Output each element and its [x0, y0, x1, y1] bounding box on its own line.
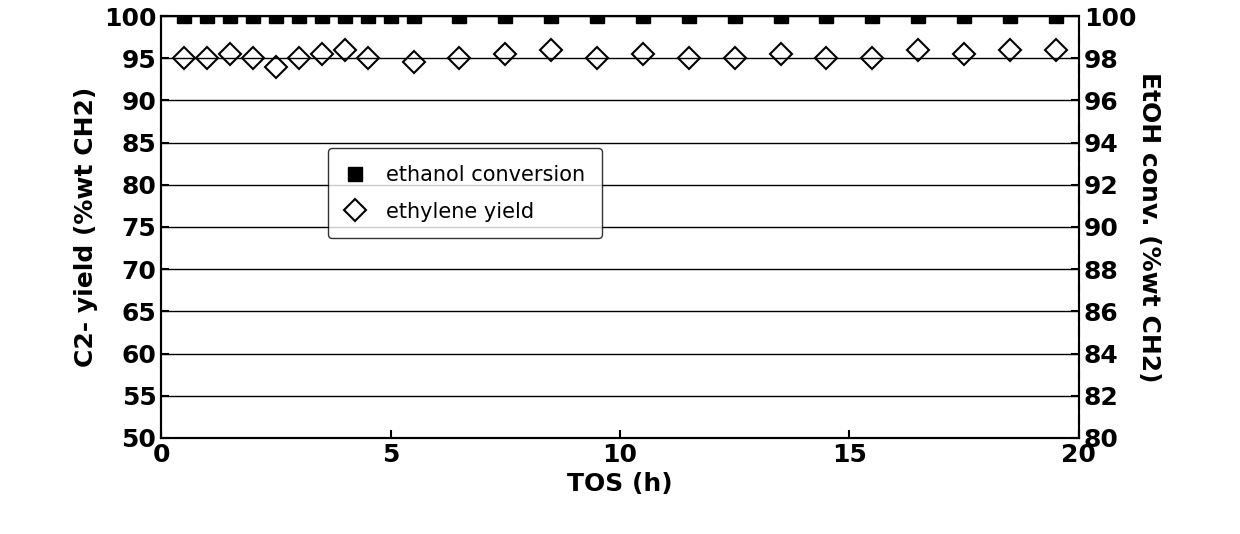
ethanol conversion: [268, 13, 283, 19]
ethanol conversion: [314, 13, 329, 19]
ethanol conversion: [177, 13, 192, 19]
ethanol conversion: [543, 13, 558, 19]
ethylene yield: [497, 51, 513, 57]
ethanol conversion: [682, 13, 697, 19]
Line: ethylene yield: ethylene yield: [176, 42, 1064, 74]
ethanol conversion: [774, 13, 789, 19]
Line: ethanol conversion: ethanol conversion: [177, 9, 1063, 23]
ethylene yield: [727, 55, 742, 61]
ethylene yield: [337, 46, 352, 53]
ethylene yield: [774, 51, 789, 57]
ethylene yield: [405, 59, 420, 66]
ethanol conversion: [727, 13, 742, 19]
Y-axis label: EtOH conv. (%wt CH2): EtOH conv. (%wt CH2): [1137, 72, 1161, 382]
ethanol conversion: [246, 13, 260, 19]
ethanol conversion: [864, 13, 879, 19]
ethylene yield: [360, 55, 374, 61]
ethylene yield: [864, 55, 879, 61]
X-axis label: TOS (h): TOS (h): [567, 472, 673, 496]
ethanol conversion: [1048, 13, 1063, 19]
ethanol conversion: [451, 13, 466, 19]
ethanol conversion: [589, 13, 604, 19]
ethanol conversion: [360, 13, 374, 19]
ethylene yield: [246, 55, 260, 61]
ethylene yield: [957, 51, 972, 57]
ethylene yield: [223, 51, 238, 57]
Legend: ethanol conversion, ethylene yield: ethanol conversion, ethylene yield: [327, 148, 601, 238]
ethanol conversion: [957, 13, 972, 19]
ethanol conversion: [1002, 13, 1017, 19]
ethylene yield: [635, 51, 650, 57]
ethanol conversion: [497, 13, 513, 19]
ethanol conversion: [405, 13, 420, 19]
ethanol conversion: [818, 13, 833, 19]
ethanol conversion: [337, 13, 352, 19]
ethanol conversion: [291, 13, 306, 19]
ethanol conversion: [910, 13, 925, 19]
ethylene yield: [200, 55, 215, 61]
ethylene yield: [1048, 46, 1063, 53]
ethylene yield: [589, 55, 604, 61]
Y-axis label: C2- yield (%wt CH2): C2- yield (%wt CH2): [74, 87, 98, 367]
ethylene yield: [268, 64, 283, 70]
ethylene yield: [1002, 46, 1017, 53]
ethanol conversion: [383, 13, 398, 19]
ethylene yield: [177, 55, 192, 61]
ethylene yield: [291, 55, 306, 61]
ethanol conversion: [635, 13, 650, 19]
ethylene yield: [451, 55, 466, 61]
ethylene yield: [314, 51, 329, 57]
ethanol conversion: [200, 13, 215, 19]
ethylene yield: [818, 55, 833, 61]
ethanol conversion: [223, 13, 238, 19]
ethylene yield: [682, 55, 697, 61]
ethylene yield: [910, 46, 925, 53]
ethylene yield: [543, 46, 558, 53]
